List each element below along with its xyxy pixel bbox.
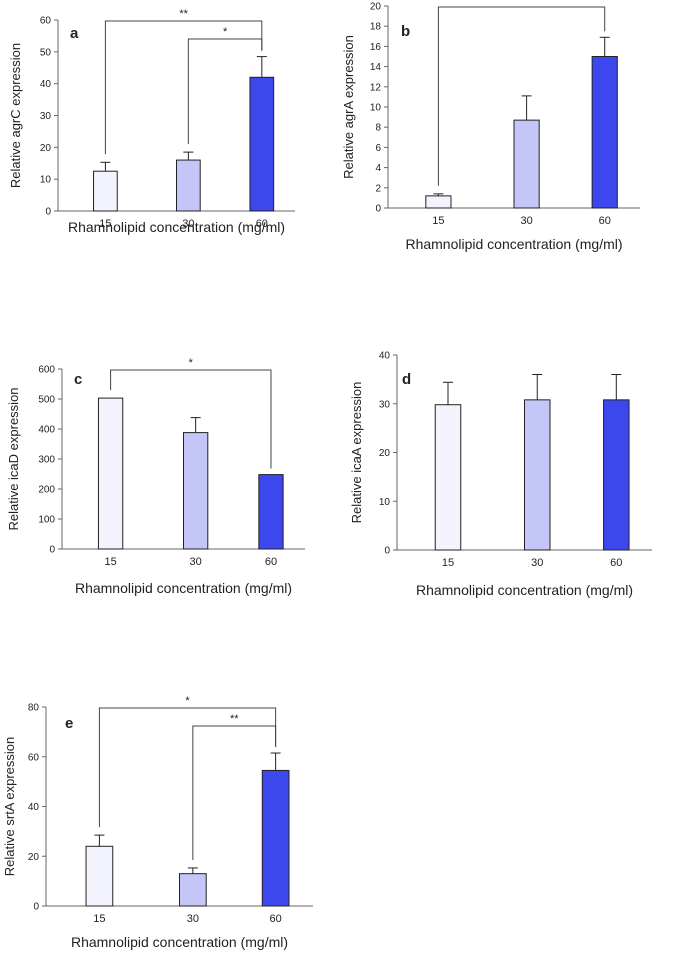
y-tick-label: 0 [49,545,55,556]
x-tick-label: 60 [269,913,281,925]
x-tick-label: 15 [99,218,111,230]
y-tick-label: 60 [40,16,52,27]
y-tick-label: 20 [28,852,40,863]
y-tick-label: 40 [28,802,40,813]
panel-c: 0 100 200 300 400 500 600 15 30 60 * c Relative icaD… [6,357,305,596]
x-tick-label: 60 [256,218,268,230]
y-tick-label: 10 [40,175,52,186]
y-tick-label: 500 [38,395,55,406]
y-tick-label: 14 [370,62,382,73]
y-tick-label: 10 [370,103,382,114]
y-axis-label: Relative agrA expression [341,35,356,179]
y-tick-label: 60 [28,752,40,763]
bar-15 [93,170,118,212]
y-tick-label: 400 [38,425,55,436]
bar-30 [176,159,201,212]
y-tick-label: 0 [375,204,381,215]
x-tick-label: 30 [182,218,194,230]
bar-15 [425,195,452,209]
significance-label: * [519,0,524,6]
bar-30 [183,432,209,550]
x-axis-label: Rhamnolipid concentration (mg/ml) [71,934,288,950]
bar-15 [97,397,124,550]
y-tick-label: 0 [33,902,39,913]
bar-30 [179,873,207,907]
x-axis-label: Rhamnolipid concentration (mg/ml) [416,582,633,598]
significance-bracket [437,6,606,186]
bar-60 [258,474,284,550]
y-tick-label: 50 [40,47,52,58]
significance-label: * [189,357,194,369]
y-tick-label: 100 [38,515,55,526]
x-axis-label: Rhamnolipid concentration (mg/ml) [75,580,292,596]
x-tick-label: 60 [610,557,622,569]
x-tick-label: 30 [187,913,199,925]
significance-bracket [187,38,263,145]
significance-bracket [192,725,277,860]
y-axis-label: Relative srtA expression [2,737,17,876]
x-tick-label: 15 [442,557,454,569]
x-tick-label: 15 [432,215,444,227]
y-tick-label: 16 [370,42,382,53]
bar-15 [85,845,114,907]
y-tick-label: 12 [370,82,382,93]
y-axis-label: Relative icaD expression [6,387,21,530]
panel-letter: b [401,23,410,40]
y-tick-label: 0 [45,207,51,218]
y-tick-label: 200 [38,485,55,496]
y-axis-label: Relative icaA expression [349,382,364,524]
y-tick-label: 8 [375,123,381,134]
significance-bracket [110,369,272,469]
bar-60 [261,769,290,907]
x-tick-label: 60 [599,215,611,227]
x-axis-label: Rhamnolipid concentration (mg/ml) [68,219,285,235]
x-axis-label: Rhamnolipid concentration (mg/ml) [405,236,622,252]
y-tick-label: 0 [384,546,390,557]
y-tick-label: 20 [370,2,382,13]
significance-bracket [104,20,263,155]
x-tick-label: 15 [93,913,105,925]
y-tick-label: 6 [375,143,381,154]
x-tick-label: 30 [531,557,543,569]
bar-60 [603,399,630,551]
y-tick-label: 18 [370,22,382,33]
y-tick-label: 30 [40,111,52,122]
y-tick-label: 300 [38,455,55,466]
significance-label: * [223,26,228,38]
bar-60 [591,56,618,209]
y-tick-label: 20 [379,448,391,459]
x-tick-label: 60 [265,556,277,568]
x-tick-label: 30 [190,556,202,568]
significance-label: * [185,695,190,707]
panel-letter: a [70,25,79,42]
y-tick-label: 20 [40,143,52,154]
y-tick-label: 2 [375,183,381,194]
bar-15 [434,404,462,551]
y-tick-label: 4 [375,163,381,174]
y-tick-label: 30 [379,399,391,410]
y-tick-label: 600 [38,365,55,376]
panel-letter: d [402,371,411,388]
bar-60 [249,76,275,212]
x-tick-label: 30 [520,215,532,227]
y-tick-label: 40 [40,79,52,90]
y-tick-label: 80 [28,703,40,714]
panel-d: 0 10 20 30 40 15 30 60 d Relative icaA expression… [349,351,652,598]
y-axis-label: Relative agrC expression [8,43,23,188]
panel-b: 0 2 4 6 8 10 12 14 16 18 20 15 30 60 * b Relative agrA e… [341,0,640,252]
y-tick-label: 10 [379,497,391,508]
bar-30 [513,119,540,209]
bar-30 [524,399,551,551]
significance-label: ** [179,8,188,20]
panel-letter: c [74,371,82,388]
y-tick-label: 40 [379,351,391,362]
x-tick-label: 15 [104,556,116,568]
significance-label: ** [230,713,239,725]
panel-letter: e [65,715,73,732]
